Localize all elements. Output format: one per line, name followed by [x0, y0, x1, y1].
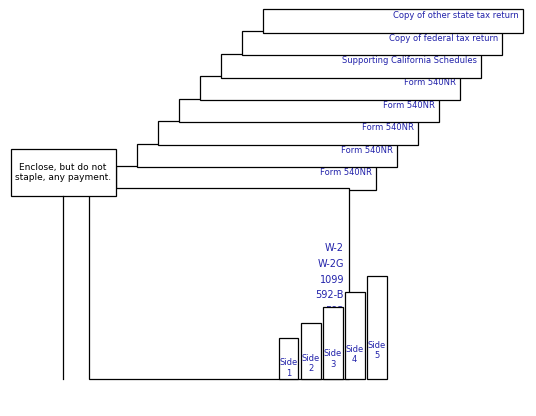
Bar: [178, 99, 438, 122]
Bar: [11, 149, 116, 196]
Bar: [200, 76, 460, 100]
Bar: [367, 277, 386, 379]
Text: Form 540NR: Form 540NR: [341, 146, 393, 155]
Bar: [221, 54, 481, 77]
Bar: [301, 323, 321, 379]
Text: Side
5: Side 5: [368, 341, 386, 360]
Bar: [90, 188, 349, 379]
Bar: [158, 121, 418, 145]
Bar: [116, 166, 376, 190]
Text: Side
2: Side 2: [301, 354, 319, 373]
Bar: [279, 339, 299, 379]
Text: Copy of federal tax return: Copy of federal tax return: [389, 34, 498, 42]
Bar: [242, 32, 502, 55]
Bar: [345, 292, 364, 379]
Text: Form 540NR: Form 540NR: [362, 123, 414, 132]
Text: Side
4: Side 4: [346, 345, 364, 364]
Text: Enclose, but do not
staple, any payment.: Enclose, but do not staple, any payment.: [15, 163, 111, 182]
Text: Side
1: Side 1: [279, 358, 297, 377]
Text: Supporting California Schedules: Supporting California Schedules: [342, 56, 477, 65]
Text: Form 540NR: Form 540NR: [404, 78, 456, 87]
Bar: [137, 144, 397, 167]
Bar: [263, 9, 523, 33]
Text: Side
3: Side 3: [324, 349, 342, 369]
Text: Form 540NR: Form 540NR: [320, 168, 372, 177]
Bar: [323, 307, 343, 379]
Text: W-2
W-2G
1099
592-B
593: W-2 W-2G 1099 592-B 593: [316, 243, 344, 316]
Text: Form 540NR: Form 540NR: [383, 101, 435, 110]
Text: Copy of other state tax return: Copy of other state tax return: [393, 11, 519, 20]
